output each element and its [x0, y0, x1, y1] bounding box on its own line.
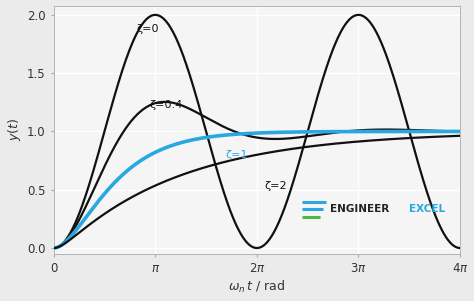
Text: ζ=1: ζ=1: [225, 150, 247, 160]
Text: ζ=0: ζ=0: [136, 24, 159, 34]
Text: ENGINEER: ENGINEER: [330, 204, 389, 214]
Text: ζ=2: ζ=2: [264, 181, 286, 191]
X-axis label: $\omega_n\,t$ / rad: $\omega_n\,t$ / rad: [228, 279, 285, 296]
Y-axis label: $y(t)$: $y(t)$: [6, 118, 23, 141]
Text: ζ=0.4: ζ=0.4: [149, 100, 182, 110]
Text: EXCEL: EXCEL: [409, 204, 446, 214]
